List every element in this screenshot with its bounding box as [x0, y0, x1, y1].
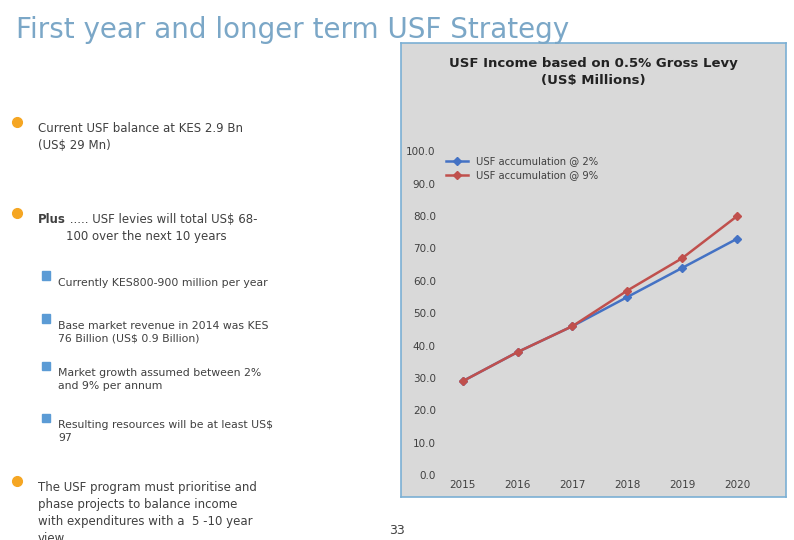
Text: The USF program must prioritise and
phase projects to balance income
with expend: The USF program must prioritise and phas…	[38, 481, 256, 540]
USF accumulation @ 2%	[733, 235, 742, 242]
Text: Resulting resources will be at least US$
97: Resulting resources will be at least US$…	[58, 420, 273, 443]
Bar	[41, 271, 50, 280]
USF accumulation @ 9%	[513, 349, 522, 355]
USF accumulation @ 2%	[513, 349, 522, 355]
Legend: USF accumulation @ 2%, USF accumulation @ 9%: USF accumulation @ 2%, USF accumulation …	[445, 156, 598, 180]
Text: Base market revenue in 2014 was KES
76 Billion (US$ 0.9 Billion): Base market revenue in 2014 was KES 76 B…	[58, 321, 269, 344]
USF accumulation @ 9%	[677, 255, 687, 261]
Bar	[41, 362, 50, 370]
Text: ..... USF levies will total US$ 68-
100 over the next 10 years: ..... USF levies will total US$ 68- 100 …	[66, 213, 257, 243]
Text: Current USF balance at KES 2.9 Bn
(US$ 29 Mn): Current USF balance at KES 2.9 Bn (US$ 2…	[38, 122, 243, 152]
Text: First year and longer term USF Strategy: First year and longer term USF Strategy	[16, 16, 569, 44]
USF accumulation @ 2%	[568, 323, 577, 329]
Text: USF Income based on 0.5% Gross Levy
(US$ Millions): USF Income based on 0.5% Gross Levy (US$…	[449, 57, 738, 87]
Line: USF accumulation @ 2%: USF accumulation @ 2%	[460, 236, 740, 384]
USF accumulation @ 2%	[458, 378, 468, 384]
USF accumulation @ 9%	[622, 287, 632, 294]
USF accumulation @ 9%	[733, 213, 742, 219]
USF accumulation @ 9%	[568, 323, 577, 329]
Text: Currently KES800-900 million per year: Currently KES800-900 million per year	[58, 278, 268, 288]
USF accumulation @ 2%	[677, 265, 687, 271]
Bar	[41, 314, 50, 323]
USF accumulation @ 9%	[458, 378, 468, 384]
Bar	[41, 414, 50, 422]
Line: USF accumulation @ 9%: USF accumulation @ 9%	[460, 213, 740, 384]
Text: Plus: Plus	[38, 213, 66, 226]
USF accumulation @ 2%	[622, 294, 632, 300]
Text: Market growth assumed between 2%
and 9% per annum: Market growth assumed between 2% and 9% …	[58, 368, 261, 392]
Text: 33: 33	[389, 524, 405, 537]
